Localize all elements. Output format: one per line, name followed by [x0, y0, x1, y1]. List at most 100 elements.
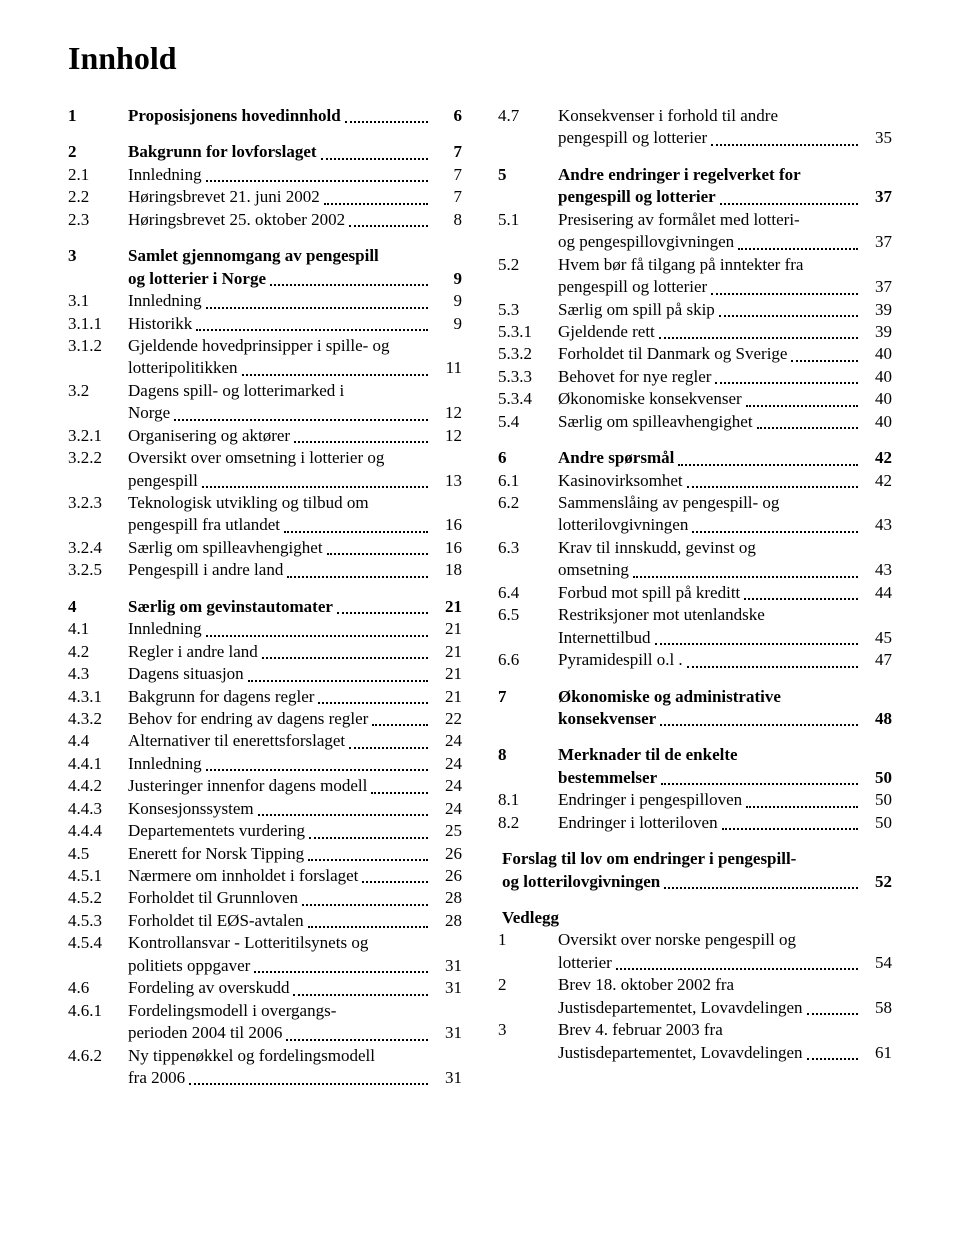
toc-entry: Justisdepartementet, Lovavdelingen58: [498, 997, 892, 1019]
toc-entry: 4.3Dagens situasjon21: [68, 663, 462, 685]
toc-entry: lotterilovgivningen43: [498, 514, 892, 536]
toc-number: 3.2.4: [68, 537, 128, 559]
toc-label: Forholdet til Danmark og Sverige: [558, 343, 787, 365]
toc-page-number: 9: [432, 268, 462, 290]
toc-label: Hvem bør få tilgang på inntekter fra: [558, 254, 803, 276]
toc-number: 3.1.2: [68, 335, 128, 357]
toc-page-number: 24: [432, 753, 462, 775]
toc-entry: 1Oversikt over norske pengespill og: [498, 929, 892, 951]
toc-entry: 5.3.4Økonomiske konsekvenser40: [498, 388, 892, 410]
toc-label: fra 2006: [128, 1067, 185, 1089]
toc-entry: 4.6Fordeling av overskudd31: [68, 977, 462, 999]
toc-leader: [746, 391, 858, 407]
toc-label: konsekvenser: [558, 708, 656, 730]
toc-entry: 4.6.1Fordelingsmodell i overgangs-: [68, 1000, 462, 1022]
toc-entry: politiets oppgaver31: [68, 955, 462, 977]
page-title: Innhold: [68, 40, 892, 77]
toc-leader: [719, 301, 858, 317]
toc-label: lotterier: [558, 952, 612, 974]
toc-page-number: 21: [432, 663, 462, 685]
toc-entry: 4.3.1Bakgrunn for dagens regler21: [68, 686, 462, 708]
toc-entry: 8.1Endringer i pengespilloven50: [498, 789, 892, 811]
toc-label: Konsekvenser i forhold til andre: [558, 105, 778, 127]
toc-entry: pengespill13: [68, 470, 462, 492]
toc-label: Gjeldende hovedprinsipper i spille- og: [128, 335, 390, 357]
toc-page-number: 16: [432, 537, 462, 559]
toc-page-number: 9: [432, 313, 462, 335]
toc-number: 6.4: [498, 582, 558, 604]
toc-number: 2.3: [68, 209, 128, 231]
toc-page-number: 45: [862, 627, 892, 649]
toc-number: 5.3.3: [498, 366, 558, 388]
toc-entry: Norge12: [68, 402, 462, 424]
toc-entry: og pengespillovgivningen37: [498, 231, 892, 253]
toc-label: Enerett for Norsk Tipping: [128, 843, 304, 865]
toc-number: 5.3.1: [498, 321, 558, 343]
toc-page: Innhold 1Proposisjonens hovedinnhold62Ba…: [0, 0, 960, 1244]
toc-label: Bakgrunn for dagens regler: [128, 686, 314, 708]
toc-label: Krav til innskudd, gevinst og: [558, 537, 756, 559]
toc-label: Sammenslåing av pengespill- og: [558, 492, 779, 514]
toc-number: 1: [68, 105, 128, 127]
toc-page-number: 13: [432, 470, 462, 492]
toc-leader: [738, 234, 858, 250]
toc-label: Brev 4. februar 2003 fra: [558, 1019, 723, 1041]
toc-entry: 3.2.2Oversikt over omsetning i lotterier…: [68, 447, 462, 469]
toc-entry: 5.2Hvem bør få tilgang på inntekter fra: [498, 254, 892, 276]
toc-entry: 4.4.4Departementets vurdering25: [68, 820, 462, 842]
toc-leader: [746, 792, 858, 808]
toc-number: 5.2: [498, 254, 558, 276]
toc-entry: 4.5.3Forholdet til EØS-avtalen28: [68, 910, 462, 932]
toc-page-number: 26: [432, 843, 462, 865]
toc-entry: lotteripolitikken11: [68, 357, 462, 379]
toc-entry: 5Andre endringer i regelverket for: [498, 164, 892, 186]
toc-leader: [371, 778, 428, 794]
toc-entry: Vedlegg: [498, 907, 892, 929]
toc-leader: [262, 643, 428, 659]
toc-leader: [655, 629, 858, 645]
toc-page-number: 7: [432, 186, 462, 208]
toc-entry: Internettilbud45: [498, 627, 892, 649]
toc-leader: [308, 845, 428, 861]
toc-leader: [327, 540, 428, 556]
toc-entry: 6.1Kasinovirksomhet42: [498, 470, 892, 492]
toc-number: 6.6: [498, 649, 558, 671]
toc-leader: [258, 801, 428, 817]
toc-number: 4.7: [498, 105, 558, 127]
toc-number: 5.1: [498, 209, 558, 231]
toc-leader: [807, 1000, 858, 1016]
toc-leader: [254, 958, 428, 974]
toc-page-number: 6: [432, 105, 462, 127]
toc-label: Forslag til lov om endringer i pengespil…: [502, 848, 796, 870]
toc-label: Høringsbrevet 21. juni 2002: [128, 186, 320, 208]
toc-label: Dagens situasjon: [128, 663, 244, 685]
toc-number: 4.1: [68, 618, 128, 640]
toc-leader: [791, 346, 858, 362]
toc-entry: konsekvenser 48: [498, 708, 892, 730]
toc-leader: [757, 414, 858, 430]
toc-entry: 6.3Krav til innskudd, gevinst og: [498, 537, 892, 559]
toc-page-number: 48: [862, 708, 892, 730]
toc-page-number: 31: [432, 1022, 462, 1044]
toc-number: 5.3.4: [498, 388, 558, 410]
toc-label: Justeringer innenfor dagens modell: [128, 775, 367, 797]
toc-page-number: 28: [432, 887, 462, 909]
toc-leader: [349, 212, 428, 228]
toc-leader: [337, 599, 428, 615]
toc-leader: [284, 517, 428, 533]
toc-entry: Justisdepartementet, Lovavdelingen61: [498, 1042, 892, 1064]
toc-entry: Forslag til lov om endringer i pengespil…: [498, 848, 892, 870]
toc-page-number: 9: [432, 290, 462, 312]
toc-label: og lotterier i Norge: [128, 268, 266, 290]
toc-label: Innledning: [128, 290, 202, 312]
toc-entry: 5.3Særlig om spill på skip39: [498, 299, 892, 321]
toc-number: 4.6: [68, 977, 128, 999]
toc-entry: fra 200631: [68, 1067, 462, 1089]
toc-entry: 3.2.5Pengespill i andre land18: [68, 559, 462, 581]
toc-entry: 1Proposisjonens hovedinnhold6: [68, 105, 462, 127]
toc-leader: [309, 823, 428, 839]
toc-entry: 6.5Restriksjoner mot utenlandske: [498, 604, 892, 626]
toc-page-number: 7: [432, 141, 462, 163]
toc-number: 4.5.4: [68, 932, 128, 954]
toc-leader: [248, 666, 428, 682]
